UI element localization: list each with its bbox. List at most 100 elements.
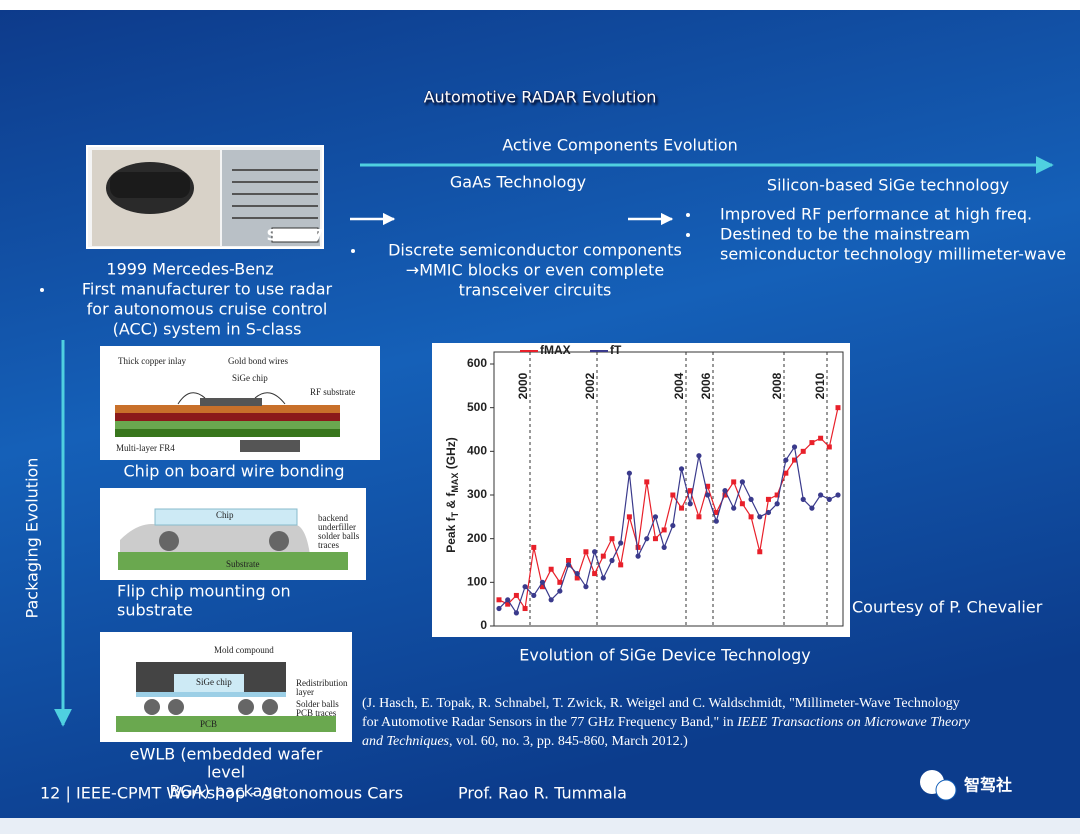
bullet-text: Improved RF performance at high freq. — [720, 205, 1032, 224]
citation-line: (J. Hasch, E. Topak, R. Schnabel, T. Zwi… — [362, 696, 960, 711]
diagram-label: SiGe chip — [232, 373, 268, 383]
point — [566, 558, 572, 563]
citation-part: IEEE Transactions on Microwave Theory — [736, 715, 971, 730]
point — [731, 505, 737, 511]
credit: Courtesy of P. Chevalier — [852, 598, 1043, 617]
point — [670, 522, 676, 529]
point — [687, 501, 693, 507]
y-tick-label: 300 — [467, 487, 487, 501]
bullet — [686, 213, 690, 217]
footer-text: Prof. Rao R. Tummala — [458, 784, 627, 803]
point — [505, 601, 511, 607]
diagram-caption: BGA) package — [170, 782, 283, 801]
point — [626, 470, 632, 476]
bullet-text: (ACC) system in S-class — [113, 320, 302, 339]
point — [713, 518, 719, 524]
point — [496, 605, 502, 612]
citation-part: for Automotive Radar Sensors in the 77 G… — [362, 715, 737, 730]
diagram-label: Mold compound — [214, 645, 274, 655]
point — [722, 488, 728, 494]
point — [765, 509, 772, 516]
point — [618, 540, 624, 546]
diagram-label: Thick copper inlay — [118, 356, 186, 366]
diagram-labels: Thick copper inlay Gold bond wires SiGe ch… — [116, 356, 355, 453]
point — [800, 496, 806, 502]
diagram-label: PCB — [200, 719, 217, 729]
citation-part: , vol. 60, no. 3, pp. 845-860, March 201… — [449, 734, 688, 749]
point — [687, 488, 693, 494]
point — [739, 479, 745, 485]
diagram-label: Gold bond wires — [228, 356, 288, 366]
point — [765, 496, 771, 502]
point — [792, 457, 798, 463]
diagram-label: backend — [318, 513, 348, 523]
diagram-label: Multi-layer FR4 — [116, 443, 175, 453]
point — [783, 457, 789, 463]
y-tick-label: 100 — [467, 575, 487, 589]
point — [678, 466, 685, 472]
point — [635, 544, 641, 550]
flipchip-diagram — [118, 508, 348, 570]
year-label: 2002 — [583, 372, 597, 399]
diagram-label: Substrate — [226, 559, 260, 569]
point — [826, 496, 832, 502]
citation-part: and Techniques — [362, 734, 450, 749]
point — [626, 514, 632, 520]
ewlb-diagram — [116, 662, 336, 732]
diagram-label: Solder balls — [296, 699, 339, 709]
point — [670, 492, 676, 498]
point — [818, 492, 824, 498]
point — [809, 505, 815, 511]
diagram-label: PCB traces — [296, 708, 337, 718]
plate-text: S·MR7 — [267, 226, 324, 245]
point — [757, 549, 763, 555]
point — [800, 448, 806, 454]
y-tick-label: 0 — [480, 618, 487, 632]
point — [791, 444, 798, 450]
point — [618, 562, 624, 568]
legend-label: fMAX — [540, 343, 571, 357]
radar-photo — [86, 145, 324, 249]
photo-caption: 1999 Mercedes-Benz — [106, 260, 273, 279]
point — [592, 571, 598, 577]
logo-text: 智驾社 — [964, 776, 1012, 795]
point — [565, 562, 572, 568]
diagram-caption: substrate — [117, 601, 193, 620]
point — [809, 440, 815, 446]
chart: 0 100 200 300 400 500 600 Peak fT & fMAX (GHz) 2… — [444, 343, 844, 632]
year-label: 2006 — [699, 372, 713, 399]
point — [652, 514, 659, 520]
plot-frame — [493, 351, 844, 627]
point — [548, 566, 554, 572]
point — [609, 557, 615, 564]
y-tick-label: 500 — [467, 400, 487, 414]
year-label: 2000 — [516, 372, 530, 399]
wirebond-diagram — [115, 392, 340, 452]
bullet-text: →MMIC blocks or even complete — [406, 261, 664, 280]
column-title: GaAs Technology — [450, 173, 586, 192]
point — [818, 435, 824, 441]
point — [522, 606, 528, 612]
year-label: 2008 — [770, 372, 784, 399]
bullet-text: Destined to be the mainstream — [720, 225, 970, 244]
point — [600, 553, 606, 559]
point — [548, 597, 554, 603]
bullet — [351, 249, 355, 253]
citation-line: for Automotive Radar Sensors in the 77 G… — [362, 715, 971, 730]
label-part: MAX — [450, 473, 460, 493]
point — [705, 483, 711, 489]
point — [835, 405, 841, 411]
bullet-text: transceiver circuits — [459, 281, 612, 300]
point — [583, 584, 589, 590]
logo-icon — [935, 779, 957, 801]
point — [739, 501, 745, 507]
point — [592, 549, 598, 555]
point — [757, 514, 763, 520]
bullet-text: Discrete semiconductor components — [388, 241, 682, 260]
point — [652, 536, 658, 542]
point — [539, 584, 545, 590]
footer-text: IEEE-CPMT Workshop - Autonomous Cars — [76, 784, 403, 803]
point — [661, 544, 667, 551]
